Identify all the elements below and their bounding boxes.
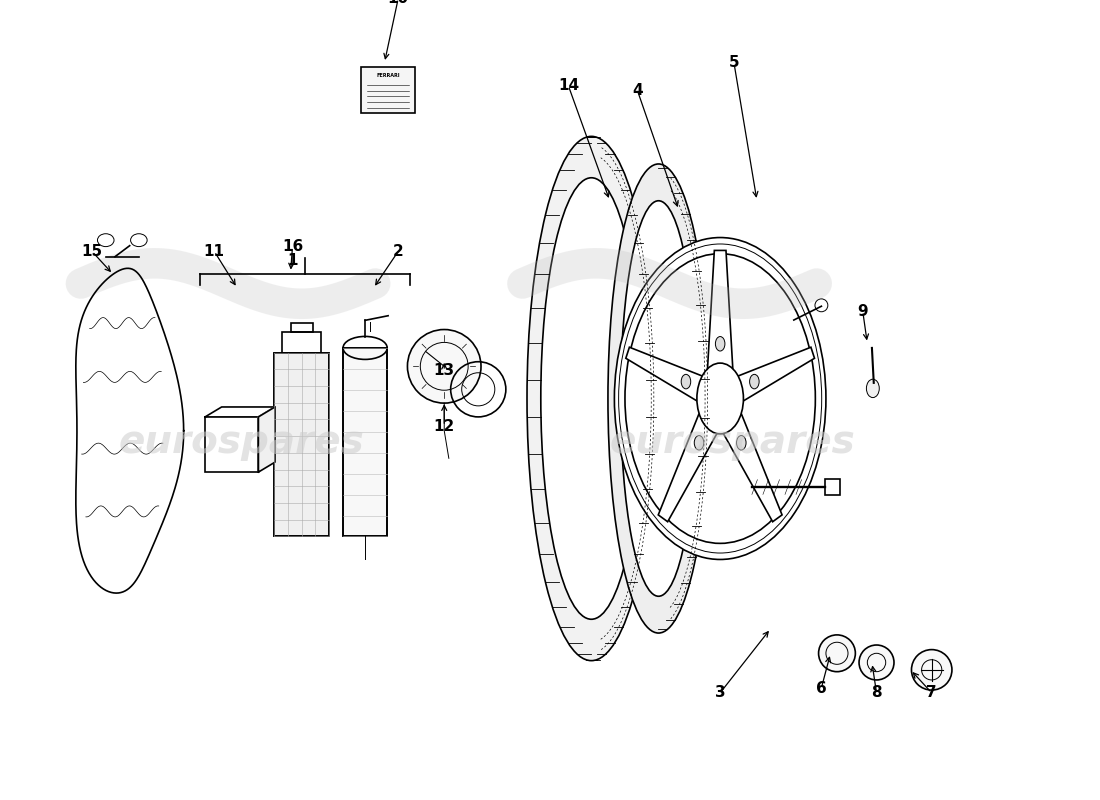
Polygon shape — [205, 407, 275, 417]
Bar — [362, 67, 415, 114]
Text: 4: 4 — [632, 83, 642, 98]
Text: eurospares: eurospares — [609, 422, 855, 461]
Text: eurospares: eurospares — [119, 422, 364, 461]
Ellipse shape — [737, 435, 746, 450]
Polygon shape — [626, 347, 706, 402]
Polygon shape — [722, 414, 782, 522]
Bar — [205, 417, 258, 472]
Ellipse shape — [527, 136, 656, 661]
Text: 15: 15 — [81, 244, 102, 259]
Ellipse shape — [749, 374, 759, 389]
Text: 16: 16 — [282, 239, 304, 254]
Circle shape — [818, 635, 856, 672]
Text: 9: 9 — [857, 304, 868, 318]
Text: 2: 2 — [393, 244, 404, 259]
Ellipse shape — [625, 254, 815, 543]
Ellipse shape — [618, 244, 822, 553]
Text: 7: 7 — [926, 686, 937, 700]
Text: 12: 12 — [433, 418, 455, 434]
Circle shape — [912, 650, 952, 690]
Ellipse shape — [694, 435, 704, 450]
Text: 1: 1 — [287, 253, 298, 268]
Bar — [274, 353, 329, 537]
Circle shape — [407, 330, 481, 403]
Polygon shape — [707, 250, 733, 370]
Bar — [283, 332, 321, 353]
Bar — [290, 323, 312, 332]
Text: 5: 5 — [728, 55, 739, 70]
Polygon shape — [658, 414, 719, 522]
Text: 10: 10 — [387, 0, 409, 6]
Ellipse shape — [620, 201, 696, 596]
Bar — [343, 348, 387, 537]
Bar — [825, 478, 840, 495]
Polygon shape — [258, 407, 275, 472]
Text: 14: 14 — [558, 78, 579, 94]
Ellipse shape — [681, 374, 691, 389]
Ellipse shape — [615, 238, 826, 559]
Text: FERRARI: FERRARI — [376, 73, 400, 78]
Ellipse shape — [697, 363, 744, 434]
Text: 6: 6 — [816, 681, 827, 696]
Bar — [343, 348, 387, 537]
Bar — [274, 353, 329, 537]
Circle shape — [859, 645, 894, 680]
Text: 11: 11 — [204, 244, 224, 259]
Ellipse shape — [867, 379, 879, 398]
Ellipse shape — [608, 164, 710, 633]
Polygon shape — [735, 347, 814, 402]
Text: 8: 8 — [871, 686, 882, 700]
Text: 13: 13 — [433, 363, 454, 378]
Text: 3: 3 — [715, 686, 726, 700]
Ellipse shape — [715, 337, 725, 351]
Ellipse shape — [541, 178, 642, 619]
